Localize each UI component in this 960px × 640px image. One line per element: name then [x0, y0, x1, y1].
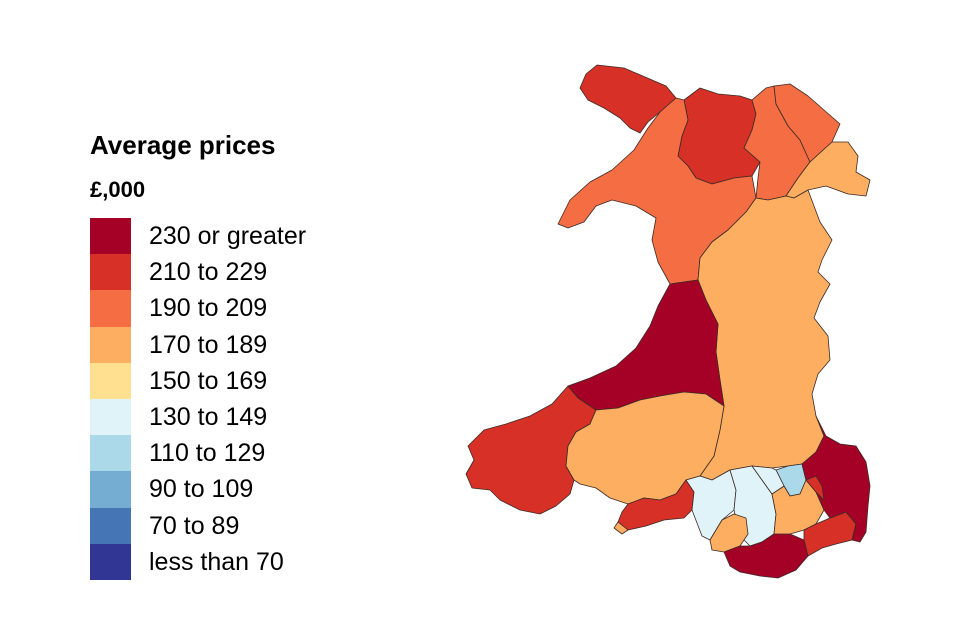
legend-label: 150 to 169: [149, 366, 268, 395]
region-bridgend[interactable]: [709, 513, 749, 553]
legend-label: 170 to 189: [149, 330, 268, 359]
legend-label: 130 to 149: [149, 403, 268, 432]
legend-swatch: [90, 507, 131, 544]
legend-band: 210 to 229: [90, 254, 306, 291]
map-legend: Average prices £,000 230 or greater 210 …: [90, 128, 306, 580]
legend-swatch: [90, 254, 131, 291]
legend-band: 190 to 209: [90, 290, 306, 327]
legend-title: Average prices: [90, 130, 276, 160]
region-ceredigion[interactable]: [567, 279, 725, 411]
legend-band: 230 or greater: [90, 218, 307, 255]
legend-swatch: [90, 435, 131, 472]
legend-band: less than 70: [90, 543, 306, 580]
legend-band: 110 to 129: [90, 435, 306, 472]
region-gower-edge[interactable]: [613, 521, 629, 535]
legend-label: 110 to 129: [149, 439, 266, 468]
legend-bands: 230 or greater 210 to 229 190 to 209 170…: [90, 218, 306, 580]
legend-label: 90 to 109: [149, 475, 254, 504]
legend-swatch: [90, 398, 131, 436]
region-anglesey[interactable]: [579, 64, 677, 134]
legend-band: 170 to 189: [90, 326, 306, 363]
legend-band: 150 to 169: [90, 362, 306, 399]
legend-unit: £,000: [90, 177, 146, 202]
legend-label: 230 or greater: [149, 222, 307, 251]
legend-band: 70 to 89: [90, 507, 306, 544]
region-neath-port-talbot[interactable]: [685, 469, 737, 541]
region-merthyr-tydfil[interactable]: [751, 465, 785, 495]
legend-label: 210 to 229: [149, 258, 268, 287]
legend-swatch: [90, 362, 131, 399]
legend-swatch: [90, 218, 131, 255]
legend-band: 130 to 149: [90, 398, 306, 436]
region-torfaen[interactable]: [805, 475, 825, 501]
region-monmouthshire[interactable]: [801, 415, 871, 543]
legend-label: 190 to 209: [149, 294, 268, 323]
legend-swatch: [90, 326, 131, 363]
legend-band: 90 to 109: [90, 471, 306, 508]
legend-swatch: [90, 471, 131, 508]
legend-label: less than 70: [149, 547, 284, 576]
legend-swatch: [90, 290, 131, 327]
legend-label: 70 to 89: [149, 511, 240, 540]
legend-swatch: [90, 543, 131, 580]
